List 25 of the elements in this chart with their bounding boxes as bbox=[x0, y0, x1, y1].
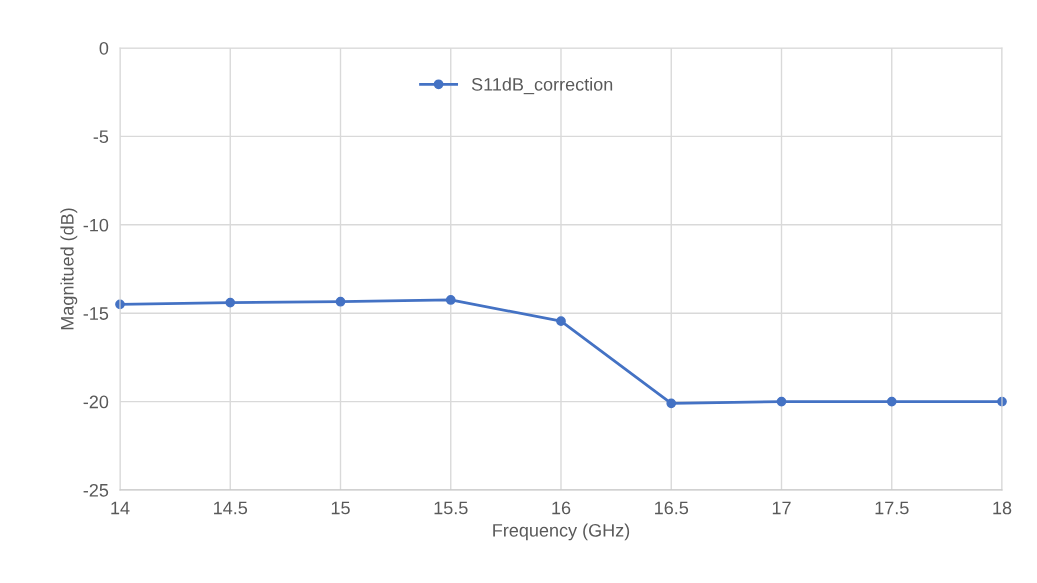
y-tick-label: -5 bbox=[93, 130, 109, 144]
x-tick-label: 15.5 bbox=[434, 501, 468, 515]
x-tick-label: 17 bbox=[772, 501, 791, 515]
x-tick-label: 16.5 bbox=[655, 501, 689, 515]
x-tick-label: 17.5 bbox=[875, 501, 909, 515]
x-axis-title: Frequency (GHz) bbox=[493, 523, 630, 541]
point bbox=[776, 396, 787, 407]
x-tick-label: 15 bbox=[331, 501, 350, 515]
x-tick-label: 16 bbox=[552, 501, 571, 515]
y-tick-label: -20 bbox=[83, 395, 109, 409]
legend-label: S11dB_correction bbox=[471, 77, 613, 95]
y-axis-title: Magnitued (dB) bbox=[60, 208, 78, 330]
x-tick-label: 14 bbox=[111, 501, 130, 515]
y-tick-label: -25 bbox=[83, 483, 109, 497]
x-tick-label: 18 bbox=[993, 501, 1012, 515]
point bbox=[335, 296, 346, 307]
point bbox=[556, 316, 566, 327]
point bbox=[225, 297, 236, 308]
y-tick-label: -10 bbox=[83, 218, 109, 232]
point bbox=[666, 398, 677, 409]
x-tick-label: 14.5 bbox=[214, 501, 248, 515]
point bbox=[445, 295, 456, 305]
point bbox=[886, 396, 897, 407]
y-tick-label: -15 bbox=[83, 307, 109, 320]
y-tick-label: 0 bbox=[99, 41, 109, 55]
